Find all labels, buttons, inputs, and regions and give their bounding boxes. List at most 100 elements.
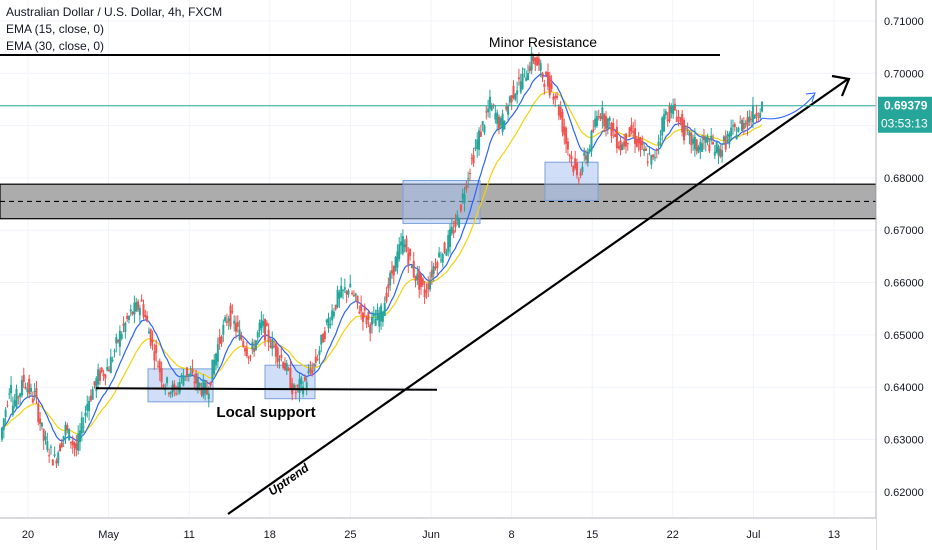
price-axis[interactable]: 0.710000.700000.690000.680000.670000.660… <box>875 0 932 550</box>
candle-body <box>289 368 292 390</box>
candle-body <box>322 334 325 343</box>
candle-body <box>713 151 716 156</box>
x-tick-3: 18 <box>264 529 276 541</box>
candle-body <box>60 442 63 448</box>
candle-body <box>278 359 281 361</box>
candle-body <box>581 166 584 173</box>
candle-body <box>371 316 374 325</box>
candle-body <box>497 116 500 129</box>
candle-body <box>605 116 608 129</box>
candle-body <box>643 148 646 152</box>
candle-body <box>403 244 406 248</box>
candle-body <box>283 362 286 371</box>
y-tick-4: 0.67000 <box>884 225 924 237</box>
candle-body <box>303 377 306 381</box>
candle-body <box>88 400 91 412</box>
candle-body <box>559 106 562 118</box>
candle-body <box>721 150 724 157</box>
candle-body <box>211 359 214 381</box>
candle-body <box>681 113 684 133</box>
candle-body <box>663 114 666 132</box>
candle-body <box>207 393 210 400</box>
candle-body <box>731 125 734 127</box>
candle-body <box>293 384 296 389</box>
candle-body <box>425 290 428 293</box>
x-tick-5: Jun <box>422 529 440 541</box>
candle-body <box>251 342 254 350</box>
candle-body <box>701 143 704 153</box>
candle-body <box>688 131 691 136</box>
candle-body <box>8 393 11 395</box>
candle-body <box>621 144 624 150</box>
candle-body <box>634 128 637 144</box>
x-tick-7: 15 <box>586 529 598 541</box>
candle-body <box>659 138 662 140</box>
candle-body <box>501 113 504 132</box>
candle-body <box>31 398 34 403</box>
candle-body <box>753 115 756 119</box>
candle-body <box>565 127 568 144</box>
candle-body <box>336 289 339 307</box>
candle-body <box>624 133 627 147</box>
candle-body <box>222 324 225 335</box>
candle-body <box>432 266 435 274</box>
candle-body <box>153 351 156 361</box>
candle-body <box>557 105 560 116</box>
candle-body <box>37 403 40 423</box>
candle-body <box>519 81 522 93</box>
candle-body <box>378 314 381 327</box>
candle-body <box>492 104 495 106</box>
candle-body <box>722 136 725 141</box>
candle-body <box>376 309 379 320</box>
candle-body <box>684 127 687 129</box>
candle-body <box>22 374 25 383</box>
candle-body <box>702 136 705 141</box>
candle-body <box>566 141 569 150</box>
candle-body <box>552 96 555 100</box>
candle-body <box>470 157 473 159</box>
candle-body <box>166 377 169 384</box>
candle-body <box>608 117 611 121</box>
candle-body <box>64 424 67 436</box>
symbol-title: Australian Dollar / U.S. Dollar, 4h, FXC… <box>6 5 223 19</box>
candle-body <box>369 324 372 334</box>
candle-body <box>262 321 265 327</box>
candle-body <box>309 368 312 372</box>
candle-body <box>2 418 5 431</box>
time-axis[interactable]: 20 May 11 18 25 Jun 8 15 22 Jul 13 <box>0 517 876 550</box>
candle-body <box>517 77 520 80</box>
candle-body <box>735 134 738 140</box>
candle-body <box>748 116 751 123</box>
candle-body <box>724 136 727 150</box>
candle-body <box>69 441 72 444</box>
candle-body <box>138 307 141 316</box>
highlight-box-3 <box>544 161 599 201</box>
candle-body <box>19 393 22 397</box>
candle-body <box>236 321 239 327</box>
candle-body <box>414 275 417 281</box>
last-price-value: 0.69379 <box>884 99 928 113</box>
candle-body <box>106 367 109 371</box>
candle-body <box>213 359 216 374</box>
candle-body <box>104 374 107 379</box>
candle-body <box>360 304 363 312</box>
candle-body <box>57 452 60 464</box>
candle-body <box>256 332 259 338</box>
candle-body <box>512 85 515 98</box>
candle-body <box>385 292 388 302</box>
candle-body <box>761 101 763 112</box>
trend-drawings[interactable] <box>0 53 851 515</box>
candle-body <box>77 433 80 451</box>
candle-body <box>418 270 421 290</box>
ema30-label: EMA (30, close, 0) <box>6 39 105 53</box>
y-tick-6: 0.65000 <box>884 330 924 342</box>
candle-body <box>314 356 317 363</box>
candle-body <box>356 295 359 304</box>
candle-body <box>521 73 524 89</box>
candle-body <box>196 378 199 389</box>
x-tick-0: 20 <box>22 529 34 541</box>
candle-body <box>499 117 502 126</box>
candle-body <box>80 417 83 434</box>
candle-body <box>619 140 622 151</box>
